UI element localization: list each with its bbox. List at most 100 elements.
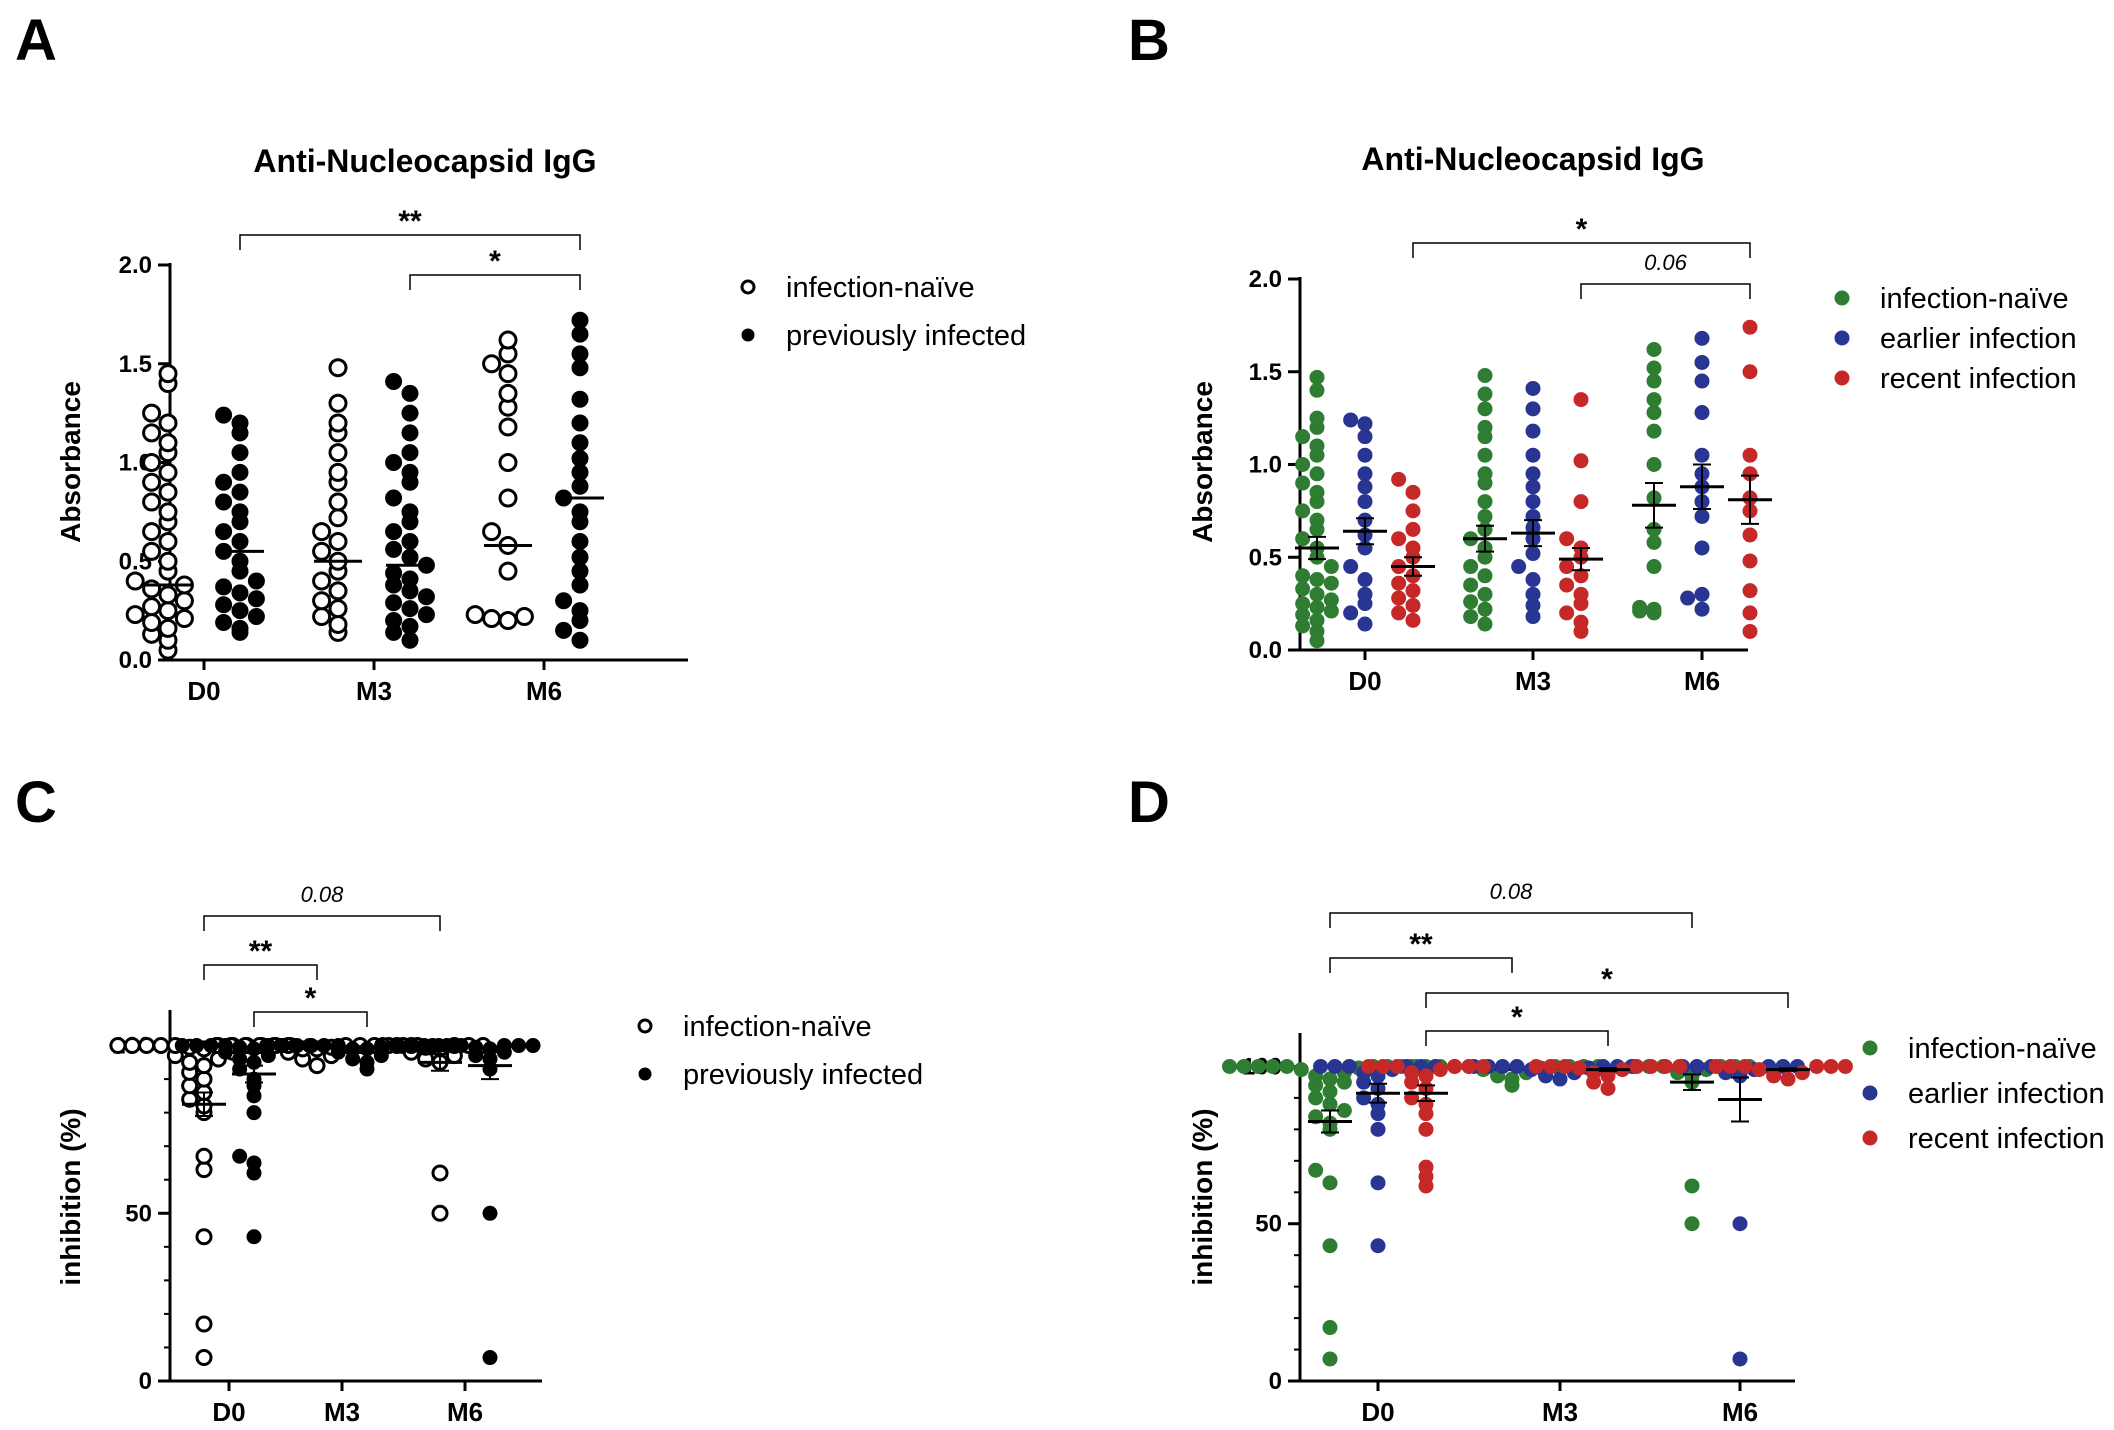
data-point	[1525, 447, 1541, 463]
data-point	[1391, 471, 1407, 487]
data-point	[1646, 341, 1662, 357]
significance-label: **	[249, 935, 273, 968]
data-point	[142, 492, 162, 512]
data-point	[401, 600, 419, 618]
data-point	[1357, 572, 1373, 588]
data-point	[1308, 1162, 1324, 1178]
legend-marker	[638, 1067, 652, 1081]
data-point	[328, 443, 348, 463]
legend-marker	[1834, 330, 1850, 346]
panel-c: C050100inhibition (%)D0M3M60.08***infect…	[15, 770, 923, 1427]
data-point	[246, 1105, 262, 1121]
data-point	[1370, 1238, 1386, 1254]
significance-label: *	[1576, 213, 1588, 246]
significance-label: *	[1601, 963, 1613, 996]
data-point	[1646, 423, 1662, 439]
data-point	[1495, 1058, 1511, 1074]
data-point	[555, 592, 573, 610]
data-point	[1463, 609, 1479, 625]
data-point	[1357, 616, 1373, 632]
data-point	[142, 472, 162, 492]
data-point	[385, 612, 403, 629]
data-point	[425, 1038, 441, 1054]
data-point	[1684, 1178, 1700, 1194]
data-point	[312, 571, 332, 591]
data-point	[1528, 1058, 1544, 1074]
data-point	[514, 607, 534, 627]
legend-marker	[740, 279, 756, 295]
data-point	[498, 488, 518, 508]
data-point	[1357, 466, 1373, 482]
data-point	[1295, 457, 1311, 472]
data-point	[312, 591, 332, 611]
data-point	[203, 1038, 219, 1054]
x-tick-label: M6	[1722, 1397, 1758, 1427]
panel-label: C	[15, 770, 57, 835]
data-point	[1447, 1058, 1463, 1074]
legend-label: infection-naïve	[1880, 283, 2069, 315]
data-point	[571, 414, 589, 432]
data-point	[571, 503, 589, 521]
panel-label: B	[1128, 8, 1170, 73]
legend-marker	[741, 328, 755, 342]
data-point	[1694, 508, 1710, 524]
chart-title: Anti-Nucleocapsid IgG	[253, 143, 596, 179]
data-point	[431, 1164, 449, 1182]
data-point	[158, 502, 178, 522]
data-point	[571, 631, 589, 649]
data-point	[1573, 453, 1589, 469]
data-point	[195, 1147, 213, 1165]
data-point	[328, 532, 348, 551]
data-point	[1309, 466, 1325, 482]
data-point	[231, 552, 249, 570]
data-point	[388, 1038, 404, 1054]
data-point	[312, 607, 332, 627]
data-point	[231, 463, 249, 481]
x-tick-label: M6	[447, 1397, 483, 1427]
data-point	[1391, 590, 1407, 606]
data-point	[1646, 392, 1662, 408]
data-point	[1418, 1121, 1434, 1137]
significance-bracket	[1425, 992, 1789, 1008]
data-point	[1525, 479, 1541, 495]
data-point	[1477, 447, 1493, 463]
data-point	[1742, 583, 1758, 599]
legend-label: previously infected	[786, 320, 1026, 352]
data-point	[142, 579, 162, 599]
data-point	[1309, 369, 1325, 385]
data-point	[1732, 1351, 1748, 1367]
data-point	[328, 358, 348, 378]
data-point	[158, 433, 178, 453]
y-tick-label: 0.0	[119, 647, 152, 674]
legend-marker	[1862, 1085, 1878, 1101]
data-point	[142, 522, 162, 542]
x-tick-label: M3	[324, 1397, 360, 1427]
data-point	[231, 533, 249, 550]
data-point	[385, 540, 403, 558]
data-point	[1694, 540, 1710, 556]
data-point	[1391, 605, 1407, 621]
data-point	[142, 423, 162, 443]
significance-label: 0.06	[1644, 250, 1688, 275]
data-point	[571, 390, 589, 408]
data-point	[1463, 594, 1479, 610]
data-point	[1477, 568, 1493, 584]
data-point	[1295, 596, 1311, 612]
data-point	[571, 548, 589, 566]
data-point	[498, 383, 518, 403]
data-point	[1357, 586, 1373, 602]
data-point	[273, 1038, 289, 1054]
data-point	[1405, 597, 1421, 613]
data-point	[1391, 575, 1407, 591]
data-point	[328, 581, 348, 601]
data-point	[1525, 423, 1541, 439]
data-point	[1391, 531, 1407, 547]
significance-bracket	[409, 274, 581, 290]
data-point	[1694, 447, 1710, 463]
significance-label: 0.08	[301, 882, 345, 907]
data-point	[328, 508, 348, 528]
legend-marker	[1834, 370, 1850, 386]
data-point	[1511, 559, 1527, 575]
data-point	[1732, 1216, 1748, 1232]
